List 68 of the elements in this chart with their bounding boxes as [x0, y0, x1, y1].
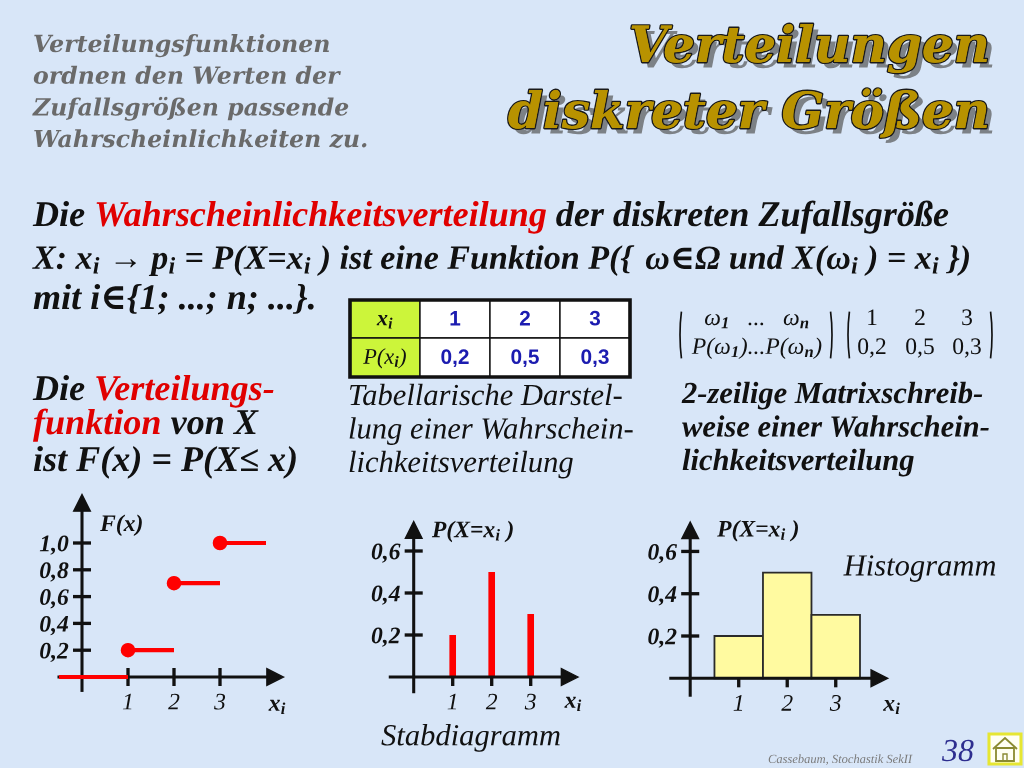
text: Cassebaum, Stochastik SekII	[768, 754, 913, 765]
x-tick-label: 2	[168, 693, 180, 710]
text: 0,2	[441, 349, 469, 368]
y-tick-label: 0,6	[648, 543, 678, 564]
text: mit i∈{1; ...; n; ...}.	[33, 283, 314, 315]
point	[166, 575, 182, 591]
text: P(ω$_{1}$)...P(ω$_{n}$)	[691, 337, 822, 359]
x-tick-label: 3	[524, 693, 536, 710]
bar	[488, 572, 496, 677]
text: P(x$_{i}$)	[363, 348, 406, 369]
text: 38	[941, 739, 974, 762]
y-tick-label: 0,6	[371, 543, 401, 563]
x-tick-label: 3	[214, 693, 226, 710]
text: Verteilungsfunktionen ordnen den Werten der Zufallsgrößen passende Wahrscheinlichkeiten zu.	[32, 34, 367, 149]
text: 0,3	[953, 338, 981, 358]
y-axis-title: P(X=x$_{i}$ )	[717, 520, 798, 542]
text: 1	[721, 317, 728, 329]
y-tick-label: 0,8	[40, 562, 69, 582]
text: Wahrscheinlichkeitsverteilung	[96, 200, 546, 234]
y-tick-label: 1,0	[39, 535, 69, 555]
y-tick-label: 0,2	[40, 642, 69, 663]
point	[120, 642, 136, 658]
text: 2	[519, 310, 530, 326]
y-tick-label: 0,6	[40, 589, 69, 609]
y-tick-label: 0,4	[371, 585, 400, 605]
text: x$_{i}$	[376, 315, 393, 329]
text: Die	[32, 374, 85, 401]
x-tick-label: 1	[447, 693, 457, 710]
text: von X	[170, 410, 259, 435]
text: Tabellarische Darstel- lung einer Wahrschein- lichkeitsverteilung	[349, 383, 633, 479]
y-axis-title: F(x)	[100, 514, 142, 537]
x-tick-label: 2	[485, 693, 498, 710]
text: 0,3	[581, 349, 609, 368]
y-tick-label: 0,4	[40, 615, 69, 636]
y-tick-label: 0,2	[371, 627, 400, 647]
x-axis-title: x$_{i}$	[564, 696, 582, 711]
text: funktion	[33, 408, 160, 442]
text: Verteilungs-	[96, 374, 274, 408]
text: 0,5	[511, 349, 539, 368]
bar	[527, 614, 535, 677]
x-tick-label: 2	[781, 695, 793, 711]
y-axis-title: P(X=x$_{i}$ )	[431, 520, 513, 543]
x-tick-label: 1	[122, 693, 132, 710]
text: X: x$_{i}$ → p$_{i}$ = P(X=x$_{i}$ ) ist eine Funktion P({	[32, 245, 635, 277]
text: und X(ω$_{i}$ ) = x$_{i}$ })	[730, 245, 969, 277]
annotation: Histogramm	[843, 555, 996, 582]
x-tick-label: 1	[733, 695, 743, 711]
text: Verteilungen diskreter Größen	[508, 24, 993, 144]
text: ist F(x) = P(X≤ x)	[33, 445, 296, 479]
text: 3	[589, 310, 601, 326]
text: Die	[32, 200, 85, 227]
text: 1	[450, 311, 461, 326]
text: 0,2	[858, 338, 886, 358]
text: ω∈Ω	[645, 246, 720, 270]
x-axis-title: x$_{i}$	[268, 699, 286, 714]
text: 2	[915, 309, 925, 325]
y-tick-label: 0,4	[648, 586, 677, 606]
y-tick-label: 0,2	[648, 628, 677, 648]
text: der diskreten Zufallsgröße	[556, 200, 949, 234]
text: Stabdiagramm	[381, 724, 560, 752]
x-axis-title: x$_{i}$	[883, 699, 900, 714]
text: 3	[962, 309, 972, 326]
point	[212, 535, 228, 551]
text: 2-zeilige Matrixschreib- weise einer Wahrschein- lichkeitsverteilung	[681, 381, 989, 477]
x-tick-label: 3	[829, 695, 841, 711]
text: 1	[868, 309, 877, 325]
text: 0,5	[906, 338, 934, 358]
bar	[449, 635, 457, 677]
